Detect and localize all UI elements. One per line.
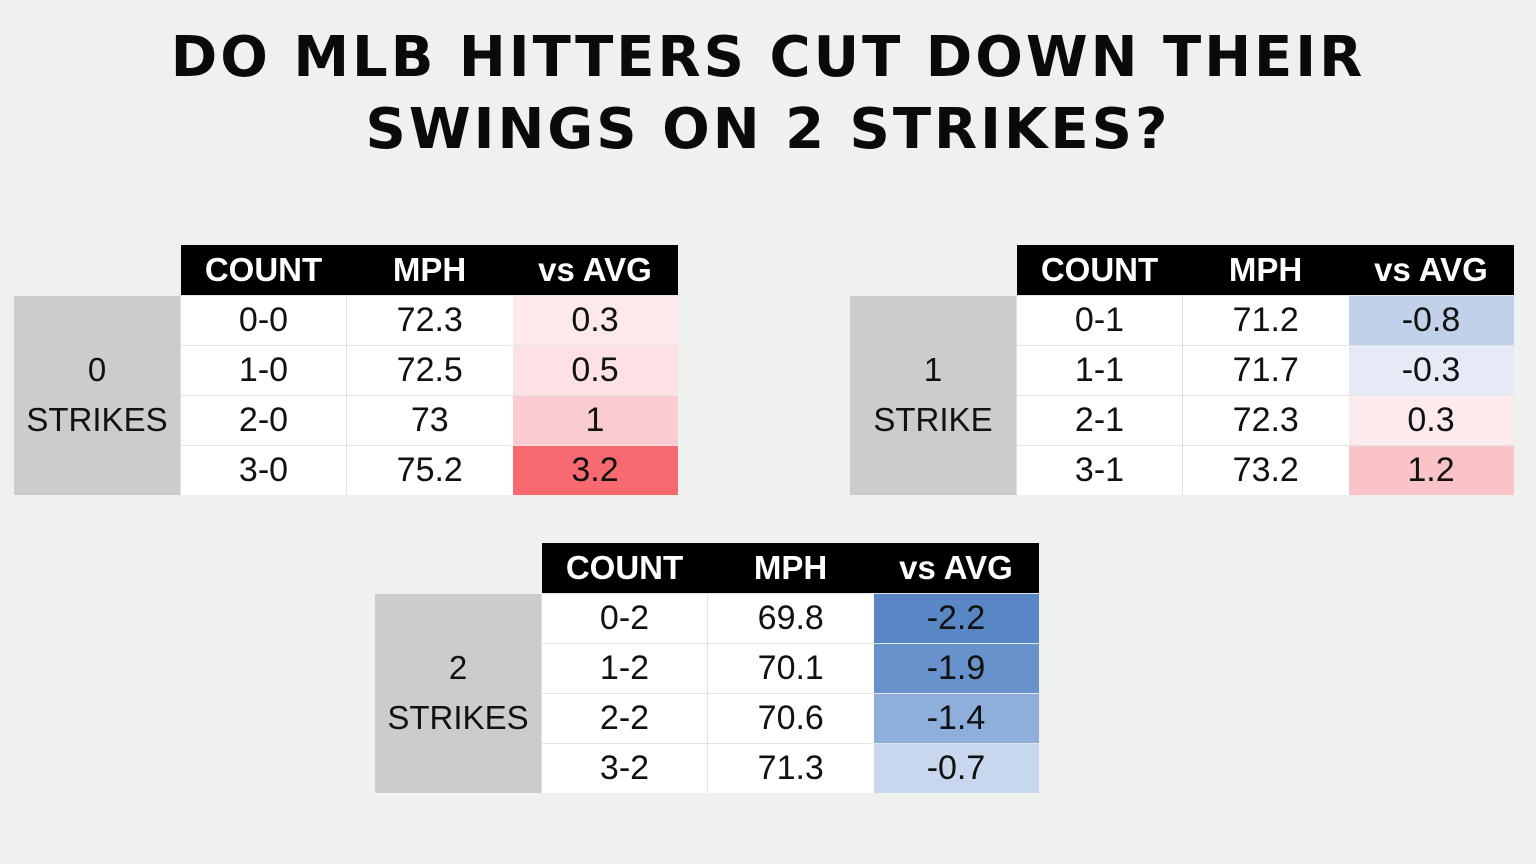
header-mph: MPH [1182, 245, 1349, 296]
vs-avg-cell: 3.2 [512, 445, 678, 495]
header-count: COUNT [541, 543, 708, 594]
vs-avg-cell: 0.5 [512, 345, 678, 396]
count-cell: 1-2 [541, 643, 708, 694]
table-row: 2-1 72.3 0.3 [850, 395, 1514, 446]
vs-avg-cell: 1 [512, 395, 678, 446]
count-cell: 2-0 [180, 395, 347, 446]
header-mph: MPH [707, 543, 874, 594]
table-row: 1-0 72.5 0.5 [14, 345, 678, 396]
table-row: 1-2 70.1 -1.9 [375, 643, 1039, 694]
count-cell: 0-0 [180, 295, 347, 346]
mph-cell: 71.7 [1182, 345, 1349, 396]
mph-cell: 72.3 [346, 295, 513, 346]
mph-cell: 75.2 [346, 445, 513, 495]
vs-avg-cell: -0.7 [873, 743, 1039, 793]
table-row: 2-2 70.6 -1.4 [375, 693, 1039, 744]
count-cell: 0-1 [1016, 295, 1183, 346]
mph-cell: 73 [346, 395, 513, 446]
table: COUNT MPH vs AVG 0 STRIKES 0-0 72.3 0.3 1-0 72.5 0… [14, 245, 678, 495]
table-row: 2 STRIKES 0-2 69.8 -2.2 [375, 593, 1039, 793]
count-table-1: COUNT MPH vs AVG 1 STRIKE 0-1 71.2 -0.8 1-1 71.7-… [850, 245, 1514, 495]
header-vs-avg: vs AVG [1348, 245, 1514, 296]
strike-label: 1 STRIKE [850, 295, 1017, 495]
mph-cell: 71.2 [1182, 295, 1349, 346]
strike-label: 0 STRIKES [14, 295, 181, 495]
header-vs-avg: vs AVG [873, 543, 1039, 594]
vs-avg-cell: -0.3 [1348, 345, 1514, 396]
mph-cell: 70.1 [707, 643, 874, 694]
mph-cell: 72.3 [1182, 395, 1349, 446]
table: COUNT MPH vs AVG 1 STRIKE 0-1 71.2 -0.8 1-1 71.7-… [850, 245, 1514, 495]
header-count: COUNT [180, 245, 347, 296]
page-title: DO MLB HITTERS CUT DOWN THEIR SWINGS ON … [0, 22, 1536, 166]
count-cell: 2-2 [541, 693, 708, 744]
count-cell: 0-2 [541, 593, 708, 644]
count-cell: 2-1 [1016, 395, 1183, 446]
mph-cell: 73.2 [1182, 445, 1349, 495]
title-line-2: SWINGS ON 2 STRIKES? [365, 97, 1171, 162]
count-cell: 3-1 [1016, 445, 1183, 495]
vs-avg-cell: 0.3 [512, 295, 678, 346]
table-row: 3-2 71.3 -0.7 [375, 743, 1039, 793]
mph-cell: 72.5 [346, 345, 513, 396]
mph-cell: 71.3 [707, 743, 874, 793]
table-row: 3-1 73.2 1.2 [850, 445, 1514, 495]
count-cell: 1-1 [1016, 345, 1183, 396]
mph-cell: 69.8 [707, 593, 874, 644]
count-cell: 3-0 [180, 445, 347, 495]
vs-avg-cell: 1.2 [1348, 445, 1514, 495]
strike-label: 2 STRIKES [375, 593, 542, 793]
count-table-0: COUNT MPH vs AVG 0 STRIKES 0-0 72.3 0.3 1-0 72.5 0… [14, 245, 678, 495]
vs-avg-cell: -1.4 [873, 693, 1039, 744]
count-table-2: COUNT MPH vs AVG 2 STRIKES 0-2 69.8 -2.2 1-2 70.1… [375, 543, 1039, 793]
vs-avg-cell: -2.2 [873, 593, 1039, 644]
table-row: 3-0 75.2 3.2 [14, 445, 678, 495]
mph-cell: 70.6 [707, 693, 874, 744]
count-cell: 1-0 [180, 345, 347, 396]
table: COUNT MPH vs AVG 2 STRIKES 0-2 69.8 -2.2 1-2 70.1… [375, 543, 1039, 793]
table-row: 1-1 71.7 -0.3 [850, 345, 1514, 396]
header-mph: MPH [346, 245, 513, 296]
table-row: 1 STRIKE 0-1 71.2 -0.8 [850, 295, 1514, 495]
count-cell: 3-2 [541, 743, 708, 793]
vs-avg-cell: -1.9 [873, 643, 1039, 694]
vs-avg-cell: -0.8 [1348, 295, 1514, 346]
table-row: 2-0 73 1 [14, 395, 678, 446]
table-row: 0 STRIKES 0-0 72.3 0.3 [14, 295, 678, 495]
header-count: COUNT [1016, 245, 1183, 296]
vs-avg-cell: 0.3 [1348, 395, 1514, 446]
header-vs-avg: vs AVG [512, 245, 678, 296]
title-line-1: DO MLB HITTERS CUT DOWN THEIR [170, 25, 1366, 90]
